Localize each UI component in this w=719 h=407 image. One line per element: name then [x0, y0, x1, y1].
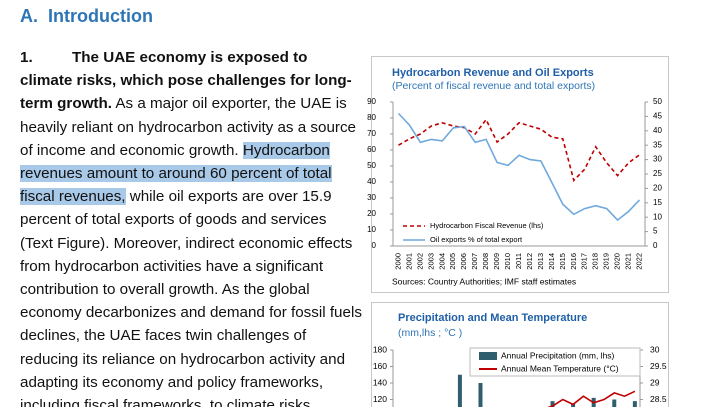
x-tick-label: 2021 — [624, 253, 633, 270]
y2-tick-label: 5 — [653, 227, 658, 236]
x-tick-label: 2013 — [536, 253, 545, 270]
x-tick-label: 2018 — [591, 253, 600, 270]
y2-tick-label: 45 — [653, 112, 662, 121]
y2-tick-label: 30 — [653, 155, 662, 164]
bar — [571, 403, 576, 407]
figure-frame — [371, 302, 669, 407]
y2-tick-label: 28.5 — [650, 394, 667, 404]
x-tick-label: 2019 — [602, 253, 611, 270]
y2-tick-label: 29 — [650, 377, 660, 387]
figure-frame — [371, 56, 669, 293]
y-tick-label: 50 — [367, 161, 376, 170]
y-tick-label: 10 — [367, 225, 376, 234]
x-tick-label: 2007 — [470, 253, 479, 270]
chart-title: Precipitation and Mean Temperature — [398, 312, 587, 324]
x-tick-label: 2010 — [503, 253, 512, 270]
y2-tick-label: 29.5 — [650, 361, 667, 371]
bar — [457, 374, 462, 407]
x-tick-label: 2002 — [415, 253, 424, 270]
paragraph-number: 1. — [20, 49, 33, 66]
legend-box — [469, 347, 641, 377]
chart-subtitle: (mm,lhs ; °C ) — [398, 327, 462, 339]
chart-subtitle: (Percent of fiscal revenue and total exp… — [392, 80, 595, 92]
paragraph: 1. The UAE economy is exposed to climate … — [20, 46, 362, 407]
y-tick-label: 80 — [367, 113, 376, 122]
y-tick-label: 30 — [367, 193, 376, 202]
paragraph-lead: The UAE economy is exposed to climate ri… — [20, 49, 352, 113]
bar — [478, 383, 483, 407]
x-tick-label: 2008 — [481, 253, 490, 270]
legend-label: Oil exports % of total export — [430, 235, 523, 244]
section-heading: A. Introduction — [20, 6, 153, 26]
y2-tick-label: 20 — [653, 184, 662, 193]
bar — [550, 401, 555, 407]
y2-tick-label: 10 — [653, 212, 662, 221]
y-tick-label: 0 — [372, 241, 377, 250]
legend-label: Annual Precipitation (mm, lhs) — [501, 350, 615, 360]
x-tick-label: 2022 — [635, 253, 644, 270]
x-tick-label: 2012 — [525, 253, 534, 270]
y2-tick-label: 50 — [653, 97, 662, 106]
paragraph-text: while oil exports are over 15.9 percent … — [20, 188, 362, 407]
x-tick-label: 2001 — [404, 253, 413, 270]
data-line — [398, 118, 640, 182]
bar — [612, 399, 617, 407]
y-tick-label: 20 — [367, 209, 376, 218]
x-tick-label: 2006 — [459, 253, 468, 270]
x-tick-label: 2005 — [448, 253, 457, 270]
chart: Hydrocarbon Revenue and Oil Exports(Perc… — [367, 67, 662, 286]
x-tick-label: 2016 — [569, 253, 578, 270]
y2-tick-label: 35 — [653, 140, 662, 149]
y2-tick-label: 40 — [653, 126, 662, 135]
x-tick-label: 2015 — [558, 253, 567, 270]
y-tick-label: 90 — [367, 97, 376, 106]
legend-swatch — [479, 352, 497, 360]
data-line — [397, 112, 641, 222]
x-tick-label: 2000 — [393, 253, 402, 270]
y-tick-label: 120 — [373, 394, 387, 404]
chart-title: Hydrocarbon Revenue and Oil Exports — [392, 67, 594, 79]
legend-label: Annual Mean Temperature (°C) — [501, 363, 619, 373]
paragraph-text: As a major oil exporter, the UAE is heav… — [20, 95, 356, 159]
x-tick-label: 2014 — [547, 253, 556, 270]
x-tick-label: 2004 — [437, 253, 446, 270]
y-tick-label: 60 — [367, 145, 376, 154]
y2-tick-label: 0 — [653, 241, 658, 250]
x-tick-label: 2003 — [426, 253, 435, 270]
data-line — [547, 390, 636, 407]
x-tick-label: 2020 — [613, 253, 622, 270]
y-tick-label: 140 — [373, 377, 387, 387]
x-tick-label: 2017 — [580, 253, 589, 270]
y-tick-label: 40 — [367, 177, 376, 186]
y2-tick-label: 30 — [650, 344, 660, 354]
source-note: Sources: Country Authorities; IMF staff … — [392, 276, 576, 286]
x-tick-label: 2011 — [514, 253, 523, 269]
y-tick-label: 180 — [373, 344, 387, 354]
legend-label: Hydrocarbon Fiscal Revenue (lhs) — [430, 221, 544, 230]
y-tick-label: 70 — [367, 129, 376, 138]
x-tick-label: 2009 — [492, 253, 501, 270]
chart: Precipitation and Mean Temperature (mm,lh… — [373, 312, 667, 407]
y2-tick-label: 25 — [653, 169, 662, 178]
y2-tick-label: 15 — [653, 198, 662, 207]
bar — [632, 401, 637, 407]
y-tick-label: 160 — [373, 361, 387, 371]
